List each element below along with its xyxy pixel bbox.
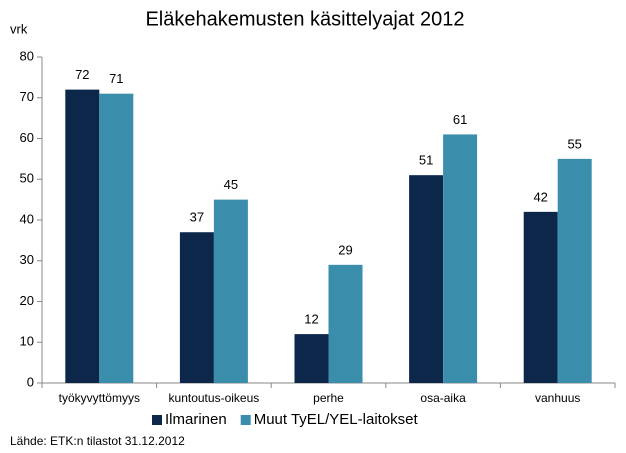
- data-label: 12: [304, 312, 318, 327]
- source-note: Lähde: ETK:n tilastot 31.12.2012: [10, 434, 185, 448]
- legend-label: Ilmarinen: [165, 411, 227, 428]
- data-label: 71: [109, 71, 123, 86]
- data-label: 72: [75, 67, 89, 82]
- data-label: 45: [224, 177, 238, 192]
- bar: [294, 334, 329, 383]
- legend-label: Muut TyEL/YEL-laitokset: [254, 411, 419, 428]
- x-tick-label: osa-aika: [420, 391, 466, 405]
- bar: [328, 264, 363, 383]
- x-tick-label: vanhuus: [535, 391, 580, 405]
- data-label: 42: [533, 189, 547, 204]
- data-label: 29: [338, 242, 352, 257]
- y-tick-label: 80: [20, 48, 34, 63]
- bar: [213, 199, 248, 383]
- x-tick-label: työkyvyttömyys: [59, 391, 140, 405]
- bar: [65, 89, 100, 383]
- bar: [409, 175, 444, 383]
- data-label: 51: [419, 153, 433, 168]
- y-tick-label: 40: [20, 211, 34, 226]
- data-label: 61: [453, 112, 467, 127]
- y-tick-label: 20: [20, 293, 34, 308]
- bar: [179, 232, 214, 383]
- legend-swatch: [240, 415, 251, 425]
- bar: [99, 93, 134, 384]
- chart-title: Eläkehakemusten käsittelyajat 2012: [145, 8, 464, 30]
- y-axis-label: vrk: [10, 21, 28, 36]
- bar: [443, 134, 478, 383]
- y-tick-label: 50: [20, 171, 34, 186]
- y-tick-label: 30: [20, 252, 34, 267]
- y-tick-label: 70: [20, 89, 34, 104]
- x-tick-label: perhe: [313, 391, 344, 405]
- y-tick-label: 10: [20, 334, 34, 349]
- y-tick-label: 0: [27, 374, 34, 389]
- data-label: 37: [190, 210, 204, 225]
- legend-swatch: [152, 415, 162, 425]
- x-tick-label: kuntoutus-oikeus: [169, 391, 260, 405]
- data-label: 55: [567, 136, 581, 151]
- bar: [557, 158, 592, 383]
- bar: [523, 211, 558, 383]
- y-tick-label: 60: [20, 130, 34, 145]
